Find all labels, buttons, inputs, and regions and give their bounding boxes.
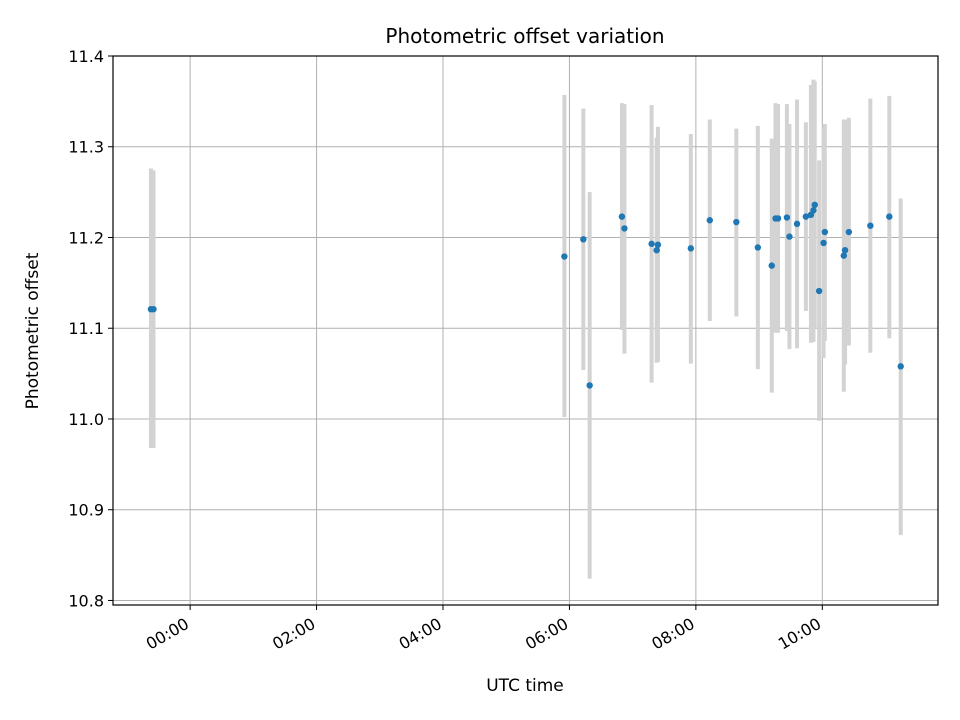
data-point	[897, 363, 904, 370]
data-point	[811, 201, 818, 209]
data-point	[706, 217, 713, 224]
plot-frame	[112, 55, 939, 606]
data-point	[786, 233, 793, 240]
data-point	[774, 215, 782, 222]
data-point	[687, 245, 695, 252]
chart-title: Photometric offset variation	[385, 24, 664, 48]
data-point	[768, 262, 775, 269]
data-point	[821, 228, 829, 236]
y-tick-label: 10.9	[68, 501, 104, 520]
data-point	[867, 222, 874, 229]
data-point	[653, 246, 660, 254]
data-point	[783, 214, 791, 221]
x-axis-label: UTC time	[486, 676, 564, 696]
data-point	[793, 220, 801, 228]
data-point	[733, 218, 740, 226]
y-tick-label: 10.8	[68, 591, 104, 610]
data-point	[810, 207, 817, 214]
y-axis: 10.8 10.9 11.0 11.1 11.2 11.3 11.4	[68, 47, 113, 610]
data-point	[580, 236, 587, 243]
data-point	[150, 305, 157, 313]
y-tick-label: 11.0	[68, 410, 104, 429]
data-point	[561, 253, 568, 260]
point-layer	[147, 201, 904, 389]
data-point	[802, 213, 810, 220]
y-tick-label: 11.1	[68, 319, 104, 338]
y-tick-label: 11.2	[68, 228, 104, 247]
data-point	[618, 213, 626, 220]
data-point	[841, 246, 849, 254]
data-point	[654, 241, 662, 248]
data-point	[886, 213, 893, 220]
y-tick-label: 11.4	[68, 47, 104, 66]
data-point	[840, 252, 848, 259]
data-point	[586, 382, 593, 389]
data-point	[754, 244, 762, 251]
data-point	[820, 239, 827, 247]
data-point	[845, 228, 853, 236]
grid	[113, 55, 938, 605]
data-point	[815, 287, 823, 295]
y-tick-label: 11.3	[68, 138, 104, 157]
data-point	[621, 225, 628, 232]
data-point	[648, 240, 655, 248]
y-axis-label: Photometric offset	[23, 252, 43, 409]
